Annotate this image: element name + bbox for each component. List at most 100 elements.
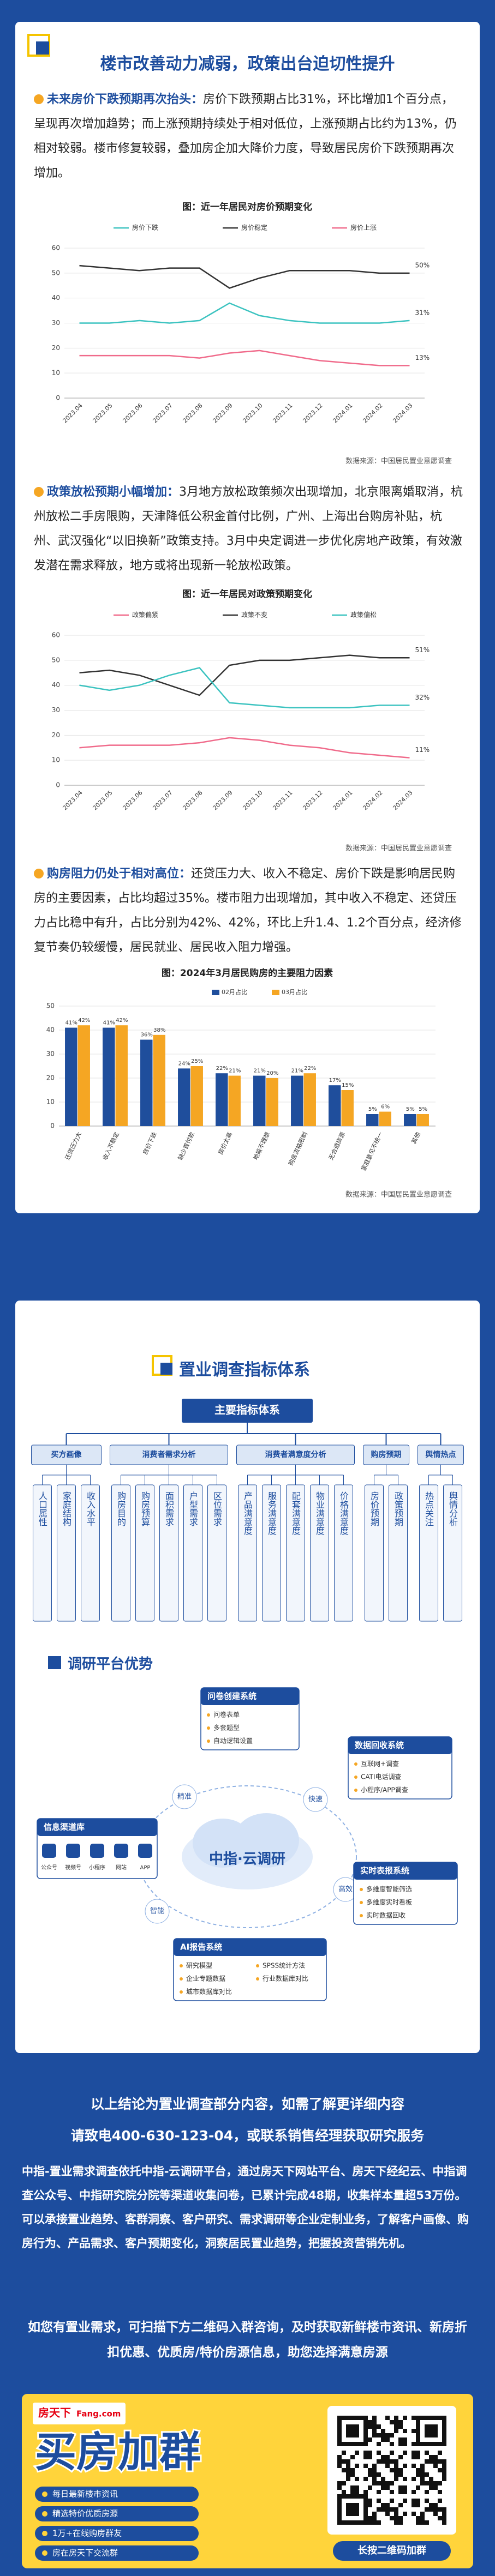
y-tick-label: 40 xyxy=(46,1026,55,1034)
qr-module xyxy=(372,2516,377,2520)
value-label: 15% xyxy=(342,1082,354,1088)
qr-module xyxy=(385,2481,390,2485)
cloud xyxy=(234,1813,299,1868)
qr-module xyxy=(411,2503,416,2507)
qr-module xyxy=(368,2424,372,2429)
tag-label: 高效 xyxy=(338,1885,353,1894)
leaf-box xyxy=(33,1484,52,1622)
qr-module xyxy=(416,2420,420,2424)
contact-line: 以上结论为置业调查部分内容，如需了解更详细内容 xyxy=(90,2096,404,2112)
qr-module xyxy=(381,2429,385,2433)
qr-module xyxy=(346,2429,350,2433)
qr-module xyxy=(363,2499,368,2503)
qr-module xyxy=(346,2477,350,2481)
qr-module xyxy=(368,2499,372,2503)
qr-module xyxy=(420,2442,425,2446)
qr-module xyxy=(390,2433,394,2437)
qr-caption-pill xyxy=(333,2541,451,2561)
group-label: 消费者需求分析 xyxy=(142,1450,196,1459)
node-item: 问卷表单 xyxy=(213,1711,240,1719)
qr-module xyxy=(420,2468,425,2472)
channel-label: 网站 xyxy=(116,1864,127,1871)
leaf-label: 区位需求 xyxy=(212,1491,222,1526)
value-label: 41% xyxy=(103,1020,115,1026)
node-item: 多维度智能筛选 xyxy=(366,1885,412,1893)
qr-module xyxy=(350,2512,355,2516)
chart-title: 图：近一年居民对政策预期变化 xyxy=(182,588,312,600)
qr-module xyxy=(394,2429,398,2433)
qr-module xyxy=(377,2507,381,2512)
qr-module xyxy=(411,2451,416,2455)
y-tick-label: 10 xyxy=(46,1098,55,1106)
qr-module xyxy=(368,2503,372,2507)
x-tick-label: 家庭意见不统一 xyxy=(360,1131,384,1172)
bar xyxy=(379,1111,391,1126)
y-tick-label: 30 xyxy=(52,319,60,327)
qr-module xyxy=(429,2455,433,2459)
bar xyxy=(190,1066,203,1126)
node-header xyxy=(37,1819,157,1836)
leaf-box xyxy=(135,1484,154,1622)
value-label: 5% xyxy=(368,1106,377,1112)
qr-module xyxy=(355,2507,359,2512)
x-tick-label: 2023.09 xyxy=(211,789,234,811)
bar xyxy=(65,1027,77,1126)
leaf-box xyxy=(238,1484,257,1622)
leaf-box xyxy=(262,1484,281,1622)
qr-module xyxy=(385,2485,390,2490)
qr-module xyxy=(420,2520,425,2525)
qr-module xyxy=(411,2464,416,2468)
qr-module xyxy=(385,2503,390,2507)
qr-module xyxy=(438,2516,442,2520)
value-label: 6% xyxy=(381,1104,390,1110)
node-header xyxy=(354,1862,457,1880)
value-label: 20% xyxy=(266,1070,278,1076)
qr-module xyxy=(385,2433,390,2437)
qr-module xyxy=(398,2520,403,2525)
qr-module xyxy=(355,2464,359,2468)
qr-module xyxy=(355,2416,359,2420)
qr-module xyxy=(350,2429,355,2433)
contact-body: 中指-置业需求调查依托中指-云调研平台，通过房天下网站平台、房天下经纪云、中指调… xyxy=(22,2165,469,2250)
bar xyxy=(291,1075,303,1126)
qr-module xyxy=(372,2464,377,2468)
qr-module xyxy=(411,2512,416,2516)
qr-module xyxy=(355,2429,359,2433)
lead: 购房阻力仍处于相对高位： xyxy=(47,867,192,881)
qr-module xyxy=(398,2442,403,2446)
tag-dot xyxy=(303,1787,328,1812)
qr-module xyxy=(372,2481,377,2485)
qr-module xyxy=(355,2477,359,2481)
qr-module xyxy=(363,2520,368,2525)
qr-module xyxy=(416,2503,420,2507)
qr-module xyxy=(420,2481,425,2485)
qr-module xyxy=(337,2429,342,2433)
x-tick-label: 无合适房源 xyxy=(327,1131,347,1161)
qr-module xyxy=(390,2516,394,2520)
qr-module xyxy=(429,2481,433,2485)
qr-module xyxy=(350,2520,355,2525)
qr-module xyxy=(363,2477,368,2481)
bullet xyxy=(207,1740,210,1743)
legend-label: 政策偏松 xyxy=(350,611,377,619)
qr-module xyxy=(381,2459,385,2464)
x-tick-label: 2024.03 xyxy=(391,402,414,424)
y-tick-label: 30 xyxy=(52,706,60,714)
value-label: 21% xyxy=(229,1068,241,1074)
qr-module xyxy=(433,2512,438,2516)
qr-module xyxy=(398,2424,403,2429)
leaf-box xyxy=(111,1484,130,1622)
qr-module xyxy=(411,2455,416,2459)
node-title: AI报告系统 xyxy=(180,1942,222,1952)
brand-en: Fang.com xyxy=(76,2409,121,2419)
qr-module xyxy=(381,2507,385,2512)
qr-module xyxy=(350,2455,355,2459)
qr-module xyxy=(355,2451,359,2455)
node-item: 行业数据库对比 xyxy=(263,1975,308,1983)
legend-swatch xyxy=(212,990,219,995)
qr-module xyxy=(433,2507,438,2512)
qr-module xyxy=(346,2416,350,2420)
qr-module xyxy=(390,2499,394,2503)
